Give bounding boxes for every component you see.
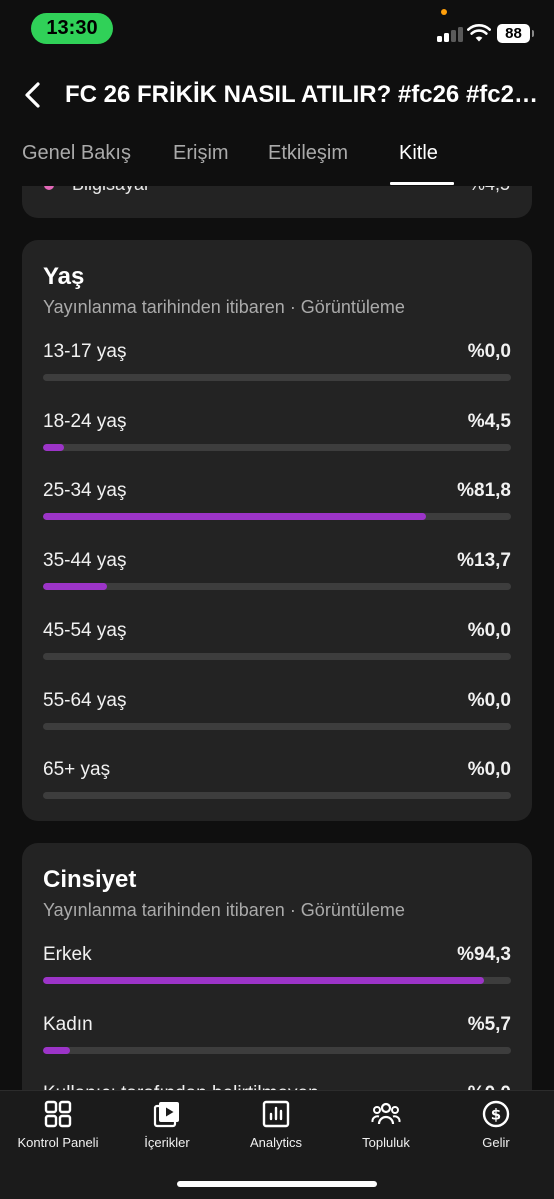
row-value: %0,0 (467, 759, 511, 781)
nav-dashboard[interactable]: Kontrol Paneli (3, 1099, 113, 1150)
row-label: 65+ yaş (43, 759, 111, 781)
device-type-card: Bilgisayar %4,5 (22, 186, 532, 218)
nav-earn[interactable]: $ Gelir (441, 1099, 551, 1150)
content-icon (153, 1102, 179, 1128)
progress-track (43, 374, 511, 381)
community-icon (371, 1102, 401, 1125)
scroll-content[interactable]: Bilgisayar %4,5 Yaş Yayınlanma tarihinde… (0, 186, 554, 1090)
tab-audience[interactable]: Kitle (399, 142, 438, 164)
earn-icon: $ (482, 1100, 510, 1128)
nav-community[interactable]: Topluluk (331, 1099, 441, 1150)
tab-bar: Genel Bakış Erişim Etkileşim Kitle (0, 128, 554, 186)
nav-content-label: İçerikler (144, 1135, 190, 1150)
nav-analytics[interactable]: Analytics (221, 1099, 331, 1150)
progress-fill (43, 443, 65, 451)
row-label: Kadın (43, 1013, 93, 1035)
nav-analytics-label: Analytics (249, 1135, 303, 1150)
dashboard-icon (44, 1100, 72, 1128)
row-label: 13-17 yaş (43, 341, 127, 362)
status-time: 13:30 (31, 13, 113, 44)
tab-engagement[interactable]: Etkileşim (268, 142, 349, 164)
active-tab-indicator (390, 182, 454, 185)
cellular-signal-icon (437, 26, 463, 42)
breakdown-row: 18-24 yaş %4,5 (43, 411, 511, 459)
tab-overview[interactable]: Genel Bakış (22, 142, 131, 164)
row-label: 35-44 yaş (43, 550, 127, 572)
row-label: Erkek (43, 944, 92, 965)
breakdown-row: Kadın %5,7 (43, 1014, 511, 1062)
video-title: FC 26 FRİKİK NASIL ATILIR? #fc26 #fc26fr… (65, 81, 545, 108)
progress-track (43, 722, 511, 730)
progress-track (43, 977, 511, 984)
back-arrow-icon[interactable] (18, 78, 48, 112)
bottom-nav: Kontrol Paneli İçerikler Analytics Toplu… (0, 1090, 554, 1199)
mic-indicator-icon (441, 9, 447, 15)
breakdown-row: 25-34 yaş %81,8 (43, 480, 511, 528)
age-card: Yaş Yayınlanma tarihinden itibaren · Gör… (22, 240, 532, 821)
analytics-icon (262, 1100, 290, 1128)
row-label: 45-54 yaş (43, 619, 127, 641)
breakdown-row: 13-17 yaş %0,0 (43, 341, 511, 389)
row-value: %0,0 (468, 1083, 511, 1090)
progress-fill (43, 513, 426, 521)
row-value: %4,5 (467, 410, 511, 432)
age-card-subtitle: Yayınlanma tarihinden itibaren · Görüntü… (43, 297, 405, 317)
status-bar: 13:30 88 (0, 0, 554, 56)
gender-card-subtitle: Yayınlanma tarihinden itibaren · Görüntü… (43, 900, 405, 920)
tab-reach[interactable]: Erişim (173, 142, 229, 164)
wifi-icon (467, 24, 491, 42)
row-value: %81,8 (457, 480, 511, 502)
row-value: %13,7 (457, 550, 511, 572)
row-label: 25-34 yaş (43, 480, 127, 502)
progress-track (43, 443, 511, 451)
progress-track (43, 583, 511, 591)
row-value: %0,0 (467, 341, 511, 362)
breakdown-row: Kullanıcı tarafından belirtilmeyen %0,0 (43, 1083, 511, 1090)
row-label: 18-24 yaş (43, 410, 127, 432)
breakdown-row: 65+ yaş %0,0 (43, 759, 511, 807)
device-label: Bilgisayar (72, 186, 150, 195)
nav-content[interactable]: İçerikler (112, 1099, 222, 1150)
row-value: %94,3 (457, 944, 511, 965)
header: FC 26 FRİKİK NASIL ATILIR? #fc26 #fc26fr… (0, 72, 554, 118)
breakdown-row: 45-54 yaş %0,0 (43, 620, 511, 668)
home-indicator (177, 1181, 377, 1187)
progress-track (43, 513, 511, 521)
gender-card: Cinsiyet Yayınlanma tarihinden itibaren … (22, 843, 532, 1090)
gender-card-title: Cinsiyet (43, 866, 137, 893)
progress-track (43, 1046, 511, 1054)
device-value: %4,5 (469, 186, 510, 195)
progress-fill (43, 1046, 70, 1054)
progress-fill (43, 977, 485, 984)
nav-community-label: Topluluk (362, 1135, 410, 1150)
nav-earn-label: Gelir (482, 1135, 510, 1150)
breakdown-row: Erkek %94,3 (43, 944, 511, 992)
row-value: %5,7 (467, 1013, 511, 1035)
progress-track (43, 652, 511, 660)
progress-fill (43, 583, 108, 591)
row-label: Kullanıcı tarafından belirtilmeyen (43, 1083, 319, 1090)
breakdown-row: 35-44 yaş %13,7 (43, 550, 511, 598)
row-value: %0,0 (467, 619, 511, 641)
legend-dot (44, 186, 54, 190)
svg-text:$: $ (491, 1106, 501, 1124)
row-value: %0,0 (467, 689, 511, 711)
progress-track (43, 792, 511, 800)
battery-icon: 88 (497, 24, 534, 43)
nav-dashboard-label: Kontrol Paneli (17, 1135, 99, 1150)
age-card-title: Yaş (43, 263, 85, 290)
row-label: 55-64 yaş (43, 689, 127, 711)
breakdown-row: 55-64 yaş %0,0 (43, 690, 511, 738)
